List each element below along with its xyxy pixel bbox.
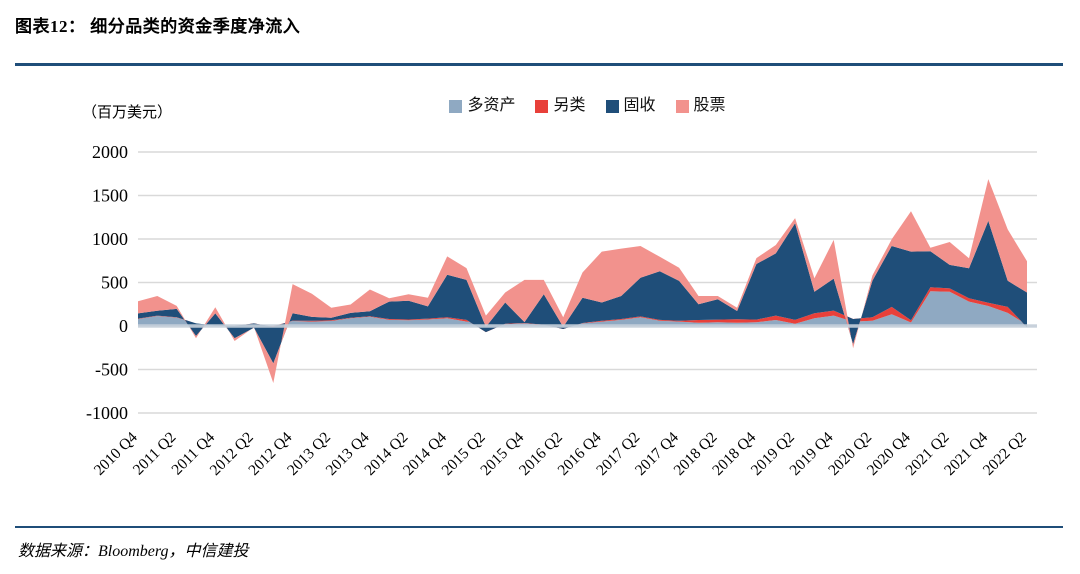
legend-item-另类: 另类: [535, 97, 586, 114]
y-tick-label: 0: [119, 316, 128, 336]
legend-swatch-icon: [449, 99, 463, 113]
header-divider: [15, 63, 1063, 66]
legend-swatch-icon: [675, 99, 689, 113]
footer-divider: [15, 526, 1063, 528]
legend-swatch-icon: [535, 99, 549, 113]
x-tick-label: 2022 Q2: [980, 429, 1030, 479]
area-series-另类: [138, 287, 1027, 333]
legend-item-股票: 股票: [675, 97, 726, 114]
y-axis-unit-label: （百万美元）: [82, 105, 173, 121]
legend-label: 多资产: [467, 97, 516, 114]
y-tick-label: 500: [101, 273, 128, 293]
y-tick-label: 1500: [92, 186, 128, 206]
legend-item-固收: 固收: [605, 97, 656, 114]
legend-label: 股票: [693, 97, 726, 114]
data-source: 数据来源：Bloomberg，中信建投: [18, 543, 249, 560]
y-tick-label: 1000: [92, 229, 128, 249]
page-title: 图表12： 细分品类的资金季度净流入: [15, 17, 301, 36]
legend-swatch-icon: [605, 99, 619, 113]
chart-legend: 多资产 另类 固收 股票: [138, 98, 1037, 114]
y-tick-label: -1000: [86, 403, 128, 423]
legend-label: 固收: [623, 97, 656, 114]
y-tick-label: -500: [95, 360, 128, 380]
area-series-多资产: [138, 291, 1027, 326]
legend-label: 另类: [553, 97, 586, 114]
area-series-股票: [138, 179, 1027, 383]
legend-item-多资产: 多资产: [449, 98, 515, 114]
y-tick-label: 2000: [92, 142, 128, 162]
